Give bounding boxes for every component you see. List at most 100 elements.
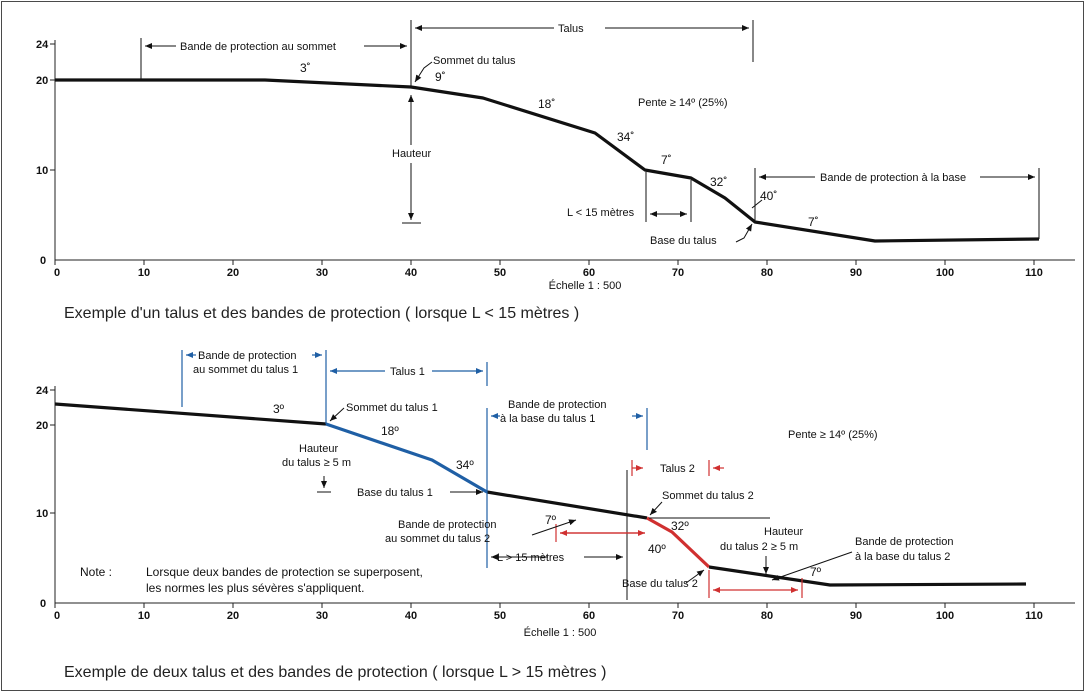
x-tick-label: 70 bbox=[672, 267, 684, 279]
x-tick-label: 100 bbox=[936, 267, 954, 279]
band-top1-label: au sommet du talus 1 bbox=[193, 364, 298, 376]
angle-label: 34º bbox=[456, 458, 474, 472]
angle-label: 40º bbox=[648, 542, 666, 556]
y-tick-label: 20 bbox=[36, 420, 48, 432]
band-top1-label: Bande de protection bbox=[198, 350, 296, 362]
hauteur1-label: Hauteur bbox=[299, 443, 338, 455]
angle-label: 9˚ bbox=[435, 70, 446, 84]
scale-label: Échelle 1 : 500 bbox=[549, 279, 622, 292]
band-top-label: Bande de protection au sommet bbox=[180, 41, 336, 53]
angle-label: 7º bbox=[810, 565, 822, 579]
caption: Exemple d'un talus et des bandes de prot… bbox=[64, 305, 579, 322]
sommet-pointer bbox=[414, 61, 433, 83]
angle-label: 18º bbox=[381, 424, 399, 438]
pente-label: Pente ≥ 14º (25%) bbox=[788, 429, 878, 441]
sommet1-label: Sommet du talus 1 bbox=[346, 402, 438, 414]
x-tick-label: 80 bbox=[761, 610, 773, 622]
y-tick-marks bbox=[50, 43, 55, 171]
scale-label: Échelle 1 : 500 bbox=[524, 626, 597, 639]
hauteur1-label: du talus ≥ 5 m bbox=[282, 457, 351, 469]
y-tick-label: 0 bbox=[40, 255, 46, 267]
talus2-label: Talus 2 bbox=[660, 463, 695, 475]
x-tick-label: 100 bbox=[936, 610, 954, 622]
angle-label: 3˚ bbox=[300, 61, 311, 75]
angle-label: 40˚ bbox=[760, 189, 777, 203]
x-tick-label: 10 bbox=[138, 610, 150, 622]
hauteur2-label: Hauteur bbox=[764, 526, 803, 538]
sommet2-label: Sommet du talus 2 bbox=[662, 490, 754, 502]
y-tick-label: 24 bbox=[36, 39, 49, 51]
angle-label: 7º bbox=[545, 513, 557, 527]
band-base1-label: Bande de protection bbox=[508, 399, 606, 411]
talus-2-profile bbox=[646, 516, 711, 569]
angle-40-tick bbox=[751, 199, 763, 209]
x-tick-label: 20 bbox=[227, 610, 239, 622]
note-text: Lorsque deux bandes de protection se sup… bbox=[146, 565, 423, 579]
base1-label: Base du talus 1 bbox=[357, 487, 433, 499]
pente-label: Pente ≥ 14º (25%) bbox=[638, 97, 728, 109]
sommet-label: Sommet du talus bbox=[433, 55, 516, 67]
angle-label: 32º bbox=[671, 519, 689, 533]
x-tick-label: 80 bbox=[761, 267, 773, 279]
x-tick-label: 90 bbox=[850, 610, 862, 622]
angle-label: 18˚ bbox=[538, 97, 555, 111]
x-tick-marks bbox=[54, 260, 1035, 265]
caption: Exemple de deux talus et des bandes de p… bbox=[64, 664, 606, 681]
ground-profile-middle bbox=[486, 490, 648, 520]
band-base2-pointer bbox=[771, 551, 853, 581]
base2-label: Base du talus 2 bbox=[622, 578, 698, 590]
base2-pointer bbox=[685, 569, 705, 584]
y-tick-label: 0 bbox=[40, 598, 46, 610]
hauteur-label: Hauteur bbox=[392, 148, 431, 160]
x-tick-label: 60 bbox=[583, 610, 595, 622]
y-tick-marks bbox=[50, 389, 55, 514]
band-base-label: Bande de protection à la base bbox=[820, 172, 966, 184]
angle-label: 32˚ bbox=[710, 175, 727, 189]
base-label: Base du talus bbox=[650, 235, 717, 247]
x-tick-label: 110 bbox=[1025, 610, 1043, 622]
talus-1-profile bbox=[325, 422, 488, 494]
x-tick-label: 50 bbox=[494, 267, 506, 279]
angle-label: 7˚ bbox=[661, 153, 672, 167]
base-pointer bbox=[735, 223, 753, 243]
x-tick-label: 0 bbox=[54, 267, 60, 279]
y-tick-label: 24 bbox=[36, 385, 49, 397]
ground-profile-top bbox=[54, 402, 327, 426]
diagram-2: 24 20 10 0 0 10 20 30 40 50 60 70 80 90 … bbox=[36, 350, 1075, 681]
band-top2-pointer bbox=[531, 519, 577, 536]
ground-profile-bottom bbox=[708, 565, 1027, 587]
x-tick-label: 40 bbox=[405, 267, 417, 279]
x-tick-label: 20 bbox=[227, 267, 239, 279]
x-tick-label: 30 bbox=[316, 267, 328, 279]
angle-label: 7˚ bbox=[808, 215, 819, 229]
band-base1-label: à la base du talus 1 bbox=[500, 413, 595, 425]
note-text: les normes les plus sévères s'appliquent… bbox=[146, 581, 364, 595]
l-label: L < 15 mètres bbox=[567, 207, 635, 219]
x-tick-label: 50 bbox=[494, 610, 506, 622]
diagram-1: 24 20 10 0 0 10 20 30 40 50 60 70 80 90 … bbox=[36, 20, 1075, 322]
y-tick-label: 10 bbox=[36, 165, 48, 177]
band-top2-label: au sommet du talus 2 bbox=[385, 533, 490, 545]
sommet2-pointer bbox=[649, 501, 663, 516]
band-base2-label: Bande de protection bbox=[855, 536, 953, 548]
x-tick-label: 110 bbox=[1025, 267, 1043, 279]
y-tick-label: 10 bbox=[36, 508, 48, 520]
note-label: Note : bbox=[80, 565, 112, 579]
x-tick-label: 40 bbox=[405, 610, 417, 622]
ground-profile bbox=[55, 78, 1040, 243]
x-tick-label: 10 bbox=[138, 267, 150, 279]
l-label: L > 15 mètres bbox=[497, 552, 565, 564]
x-tick-label: 60 bbox=[583, 267, 595, 279]
band-top2-label: Bande de protection bbox=[398, 519, 496, 531]
hauteur2-label: du talus 2 ≥ 5 m bbox=[720, 541, 798, 553]
x-tick-label: 70 bbox=[672, 610, 684, 622]
x-tick-marks bbox=[54, 603, 1035, 608]
x-tick-label: 30 bbox=[316, 610, 328, 622]
x-tick-label: 90 bbox=[850, 267, 862, 279]
y-tick-label: 20 bbox=[36, 75, 48, 87]
angle-label: 3º bbox=[273, 402, 285, 416]
talus1-label: Talus 1 bbox=[390, 366, 425, 378]
angle-label: 34˚ bbox=[617, 130, 634, 144]
